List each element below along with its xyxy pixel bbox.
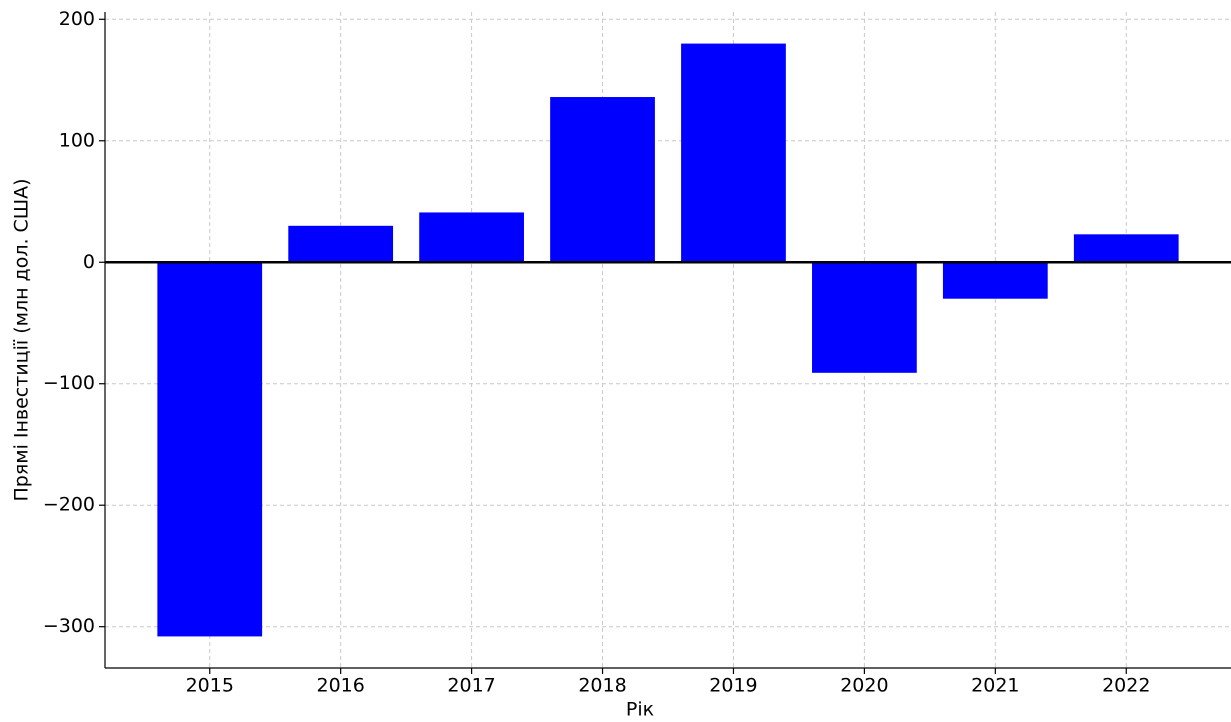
x-tick-label: 2016 (316, 675, 364, 697)
bar (419, 212, 524, 263)
y-tick-label: 0 (83, 251, 95, 273)
x-tick-label: 2017 (447, 675, 495, 697)
y-axis-label: Прямі Інвестиції (млн дол. США) (11, 178, 33, 501)
x-tick-label: 2021 (971, 675, 1019, 697)
bar (681, 43, 786, 263)
x-tick-label: 2022 (1102, 675, 1150, 697)
y-tick-label: 100 (59, 129, 95, 151)
bar (157, 262, 263, 637)
x-tick-label: 2019 (709, 675, 757, 697)
y-tick-label: −200 (43, 494, 95, 516)
bar (1073, 234, 1179, 263)
y-tick-label: −300 (43, 615, 95, 637)
y-tick-label: 200 (59, 8, 95, 30)
x-axis-label: Рік (626, 699, 654, 721)
x-tick-label: 2018 (578, 675, 626, 697)
bar (942, 262, 1048, 299)
x-tick-label: 2020 (840, 675, 888, 697)
bar (550, 97, 655, 263)
bar (288, 225, 394, 263)
y-tick-label: −100 (43, 372, 95, 394)
x-tick-label: 2015 (186, 675, 234, 697)
bar (812, 262, 917, 373)
